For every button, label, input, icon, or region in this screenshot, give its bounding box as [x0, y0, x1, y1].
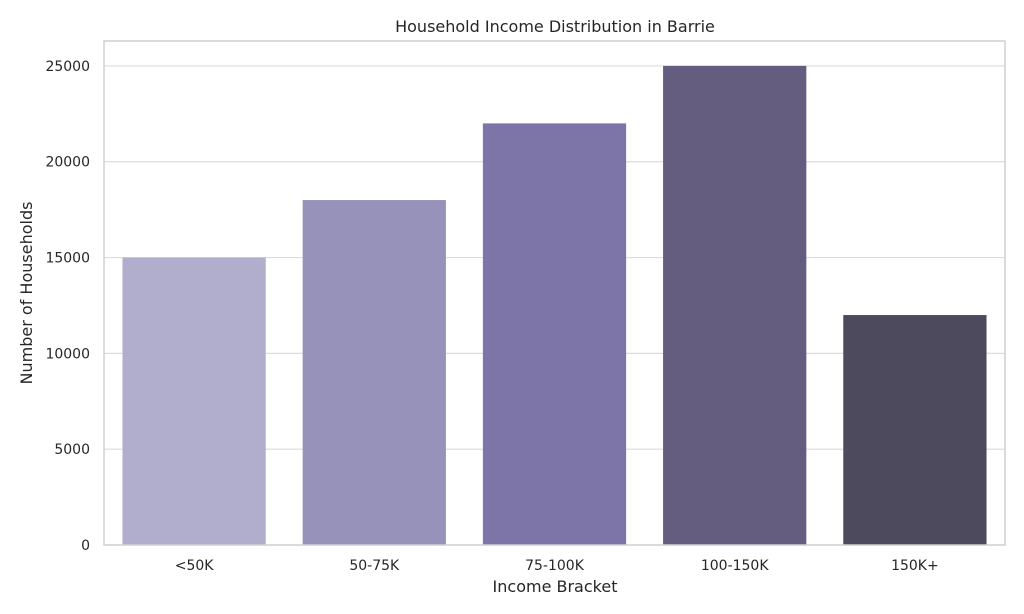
x-tick-label: 75-100K — [525, 558, 585, 574]
y-tick-label: 15000 — [45, 251, 90, 267]
x-tick-label: 150K+ — [891, 558, 939, 574]
x-tick-label: <50K — [175, 558, 215, 574]
bar-150K+ — [843, 315, 987, 545]
y-tick-label: 10000 — [45, 346, 90, 362]
bar-50-75K — [302, 200, 446, 545]
y-axis-ticks: 0 5000 10000 15000 20000 25000 — [45, 59, 90, 554]
y-tick-label: 25000 — [45, 59, 90, 75]
bar-75-100K — [482, 123, 627, 545]
x-tick-label: 100-150K — [701, 558, 769, 574]
bar-<50K — [122, 257, 266, 545]
bar-100-150K — [663, 65, 807, 546]
y-tick-label: 20000 — [45, 155, 90, 171]
chart-title: Household Income Distribution in Barrie — [395, 17, 715, 36]
x-tick-label: 50-75K — [349, 558, 400, 574]
y-tick-label: 5000 — [54, 442, 90, 458]
x-axis-ticks: <50K 50-75K 75-100K 100-150K 150K+ — [175, 558, 939, 574]
y-axis-label: Number of Households — [17, 202, 36, 385]
x-axis-label: Income Bracket — [493, 577, 618, 596]
bars — [122, 65, 987, 546]
y-tick-label: 0 — [81, 538, 90, 554]
plot-frame — [103, 40, 1006, 546]
